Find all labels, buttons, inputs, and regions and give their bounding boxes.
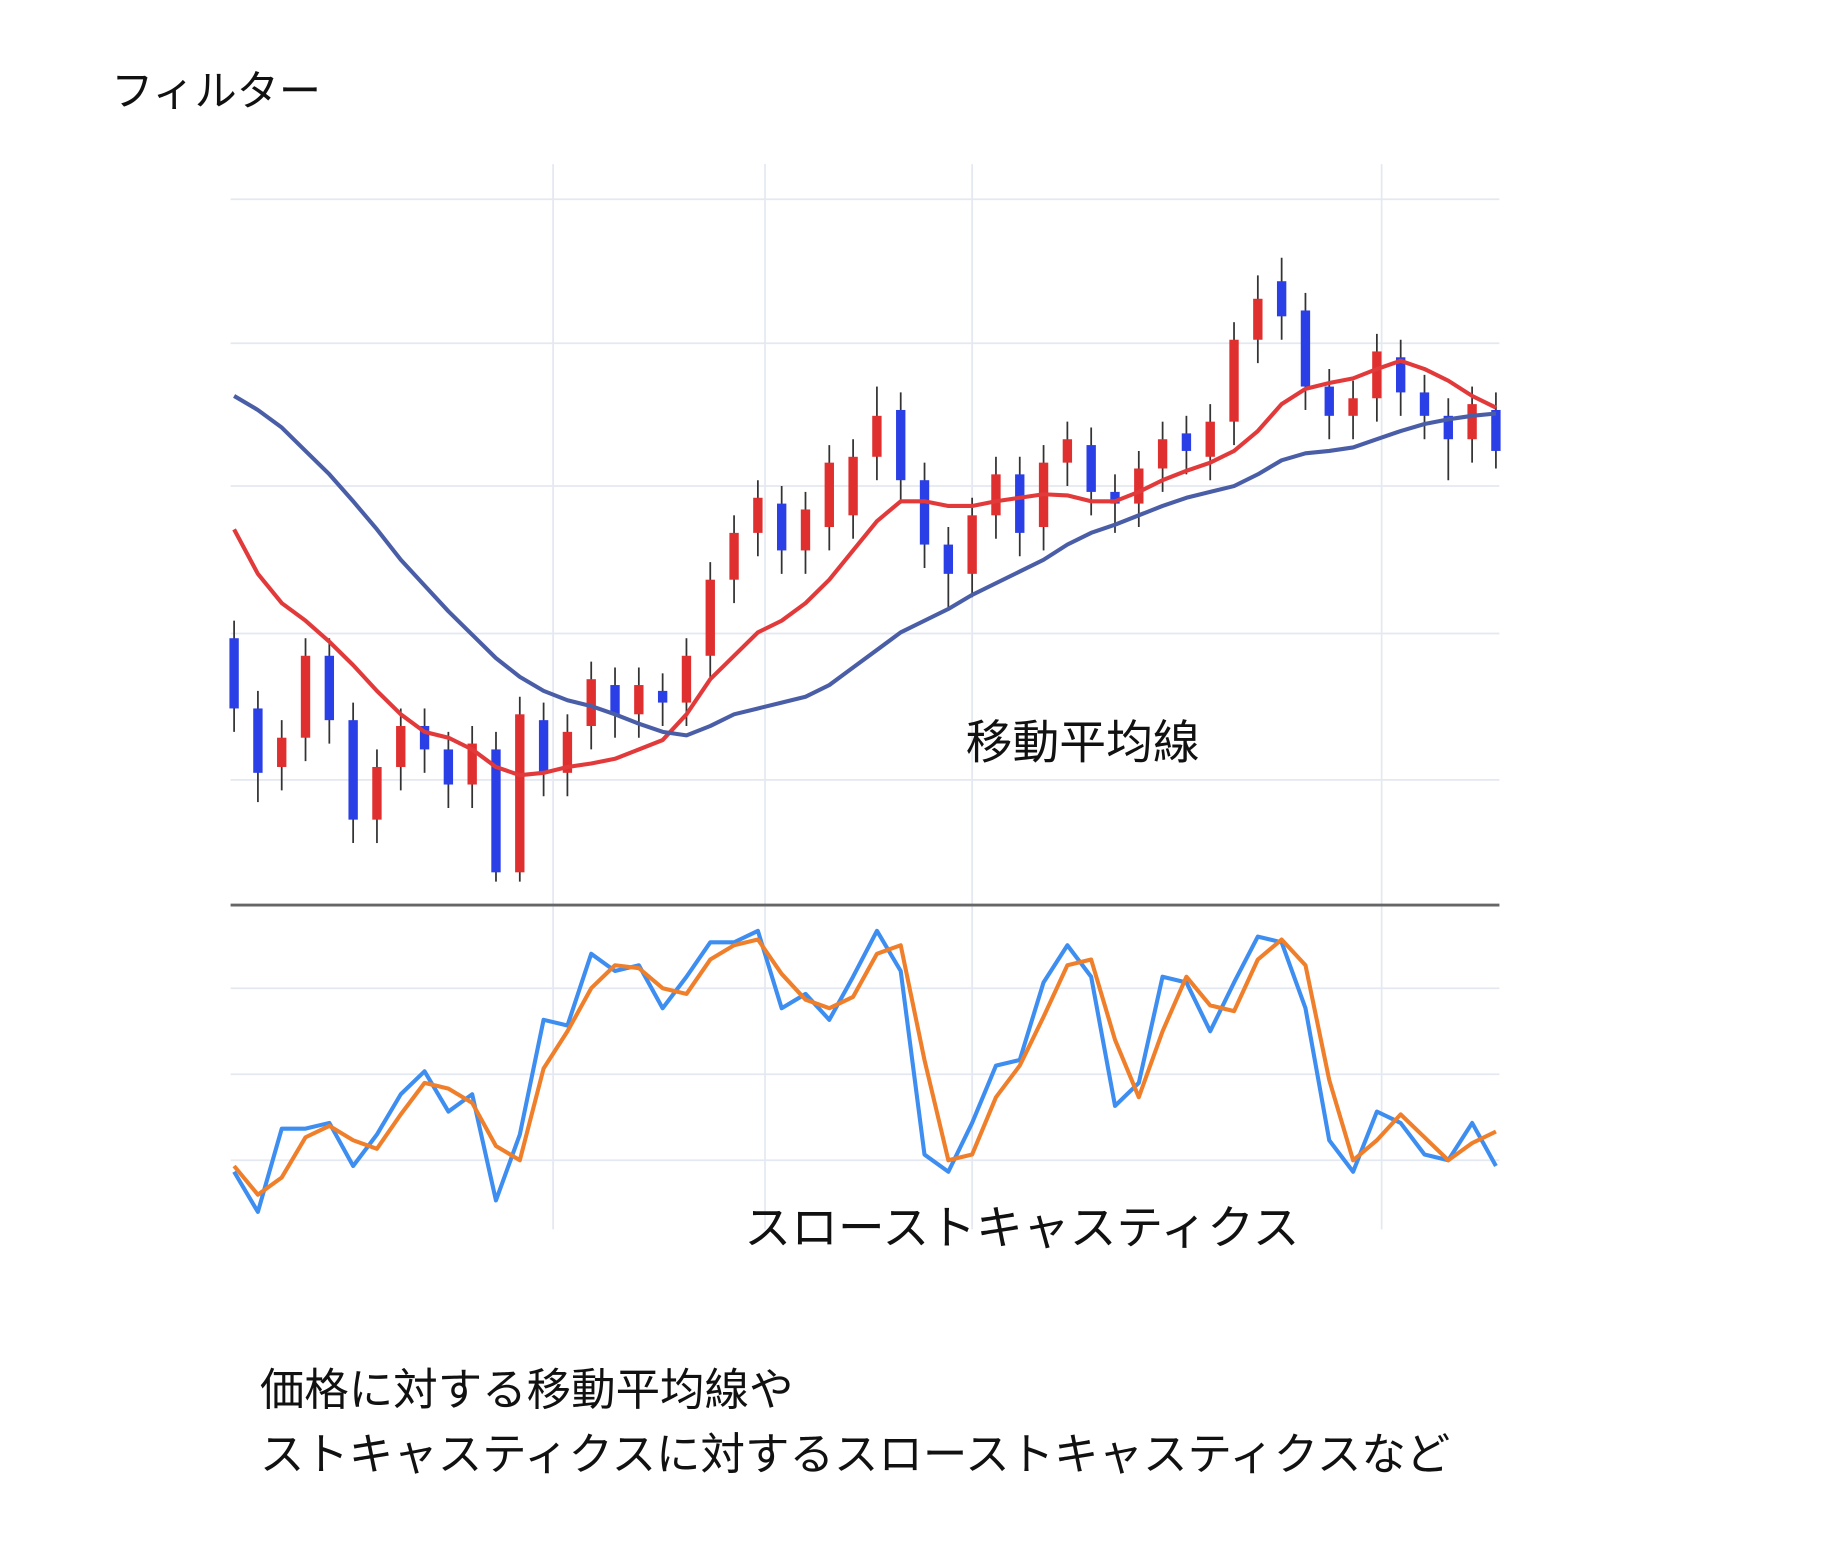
candle-body xyxy=(872,415,882,457)
candle-body xyxy=(1324,386,1334,416)
candle-body xyxy=(1491,409,1501,451)
candle-body xyxy=(1396,357,1406,393)
candle-body xyxy=(1015,474,1025,533)
candle-body xyxy=(943,544,954,574)
candle-body xyxy=(515,714,525,873)
candle-body xyxy=(562,731,573,773)
candle-body xyxy=(991,474,1001,516)
stochastic-line xyxy=(232,928,1498,1214)
caption-line: ストキャスティクスに対するスローストキャスティクスなど xyxy=(260,1430,1450,1481)
candle-body xyxy=(491,749,501,873)
candle-body xyxy=(1419,392,1430,416)
candle-body xyxy=(753,497,763,533)
candle-body xyxy=(848,456,858,516)
candle-body xyxy=(253,708,263,773)
candle-body xyxy=(1443,415,1453,440)
candle-body xyxy=(1467,404,1477,440)
candle-body xyxy=(443,749,454,785)
candle-body xyxy=(610,685,620,715)
candle-body xyxy=(419,726,430,750)
candle-body xyxy=(705,579,715,656)
candle-body xyxy=(1253,298,1263,340)
candle-body xyxy=(1110,491,1120,504)
candle-body xyxy=(586,679,596,727)
candle-body xyxy=(1276,281,1287,317)
candle-body xyxy=(776,503,787,551)
stochastic-line xyxy=(232,937,1497,1197)
candle-body xyxy=(1205,421,1215,457)
ma-label: 移動平均線 xyxy=(966,716,1200,770)
candle-body xyxy=(229,638,239,709)
candle-body xyxy=(538,720,549,773)
candle-body xyxy=(681,655,692,703)
charts xyxy=(229,164,1501,1230)
candle-body xyxy=(824,462,834,528)
candle-body xyxy=(1229,339,1239,422)
moving-average xyxy=(233,394,1497,738)
candle-body xyxy=(348,720,358,820)
caption-line: 価格に対する移動平均線や xyxy=(260,1365,794,1416)
candle-body xyxy=(800,509,811,551)
candle-body xyxy=(729,532,739,580)
candle-body xyxy=(657,690,668,703)
candle-body xyxy=(1300,310,1311,387)
candle-body xyxy=(1348,398,1358,416)
candle-body xyxy=(1062,439,1073,463)
candle-body xyxy=(967,515,977,574)
candle-body xyxy=(372,766,382,820)
candle-body xyxy=(1372,351,1382,399)
slide-title: フィルター xyxy=(111,66,321,115)
candle-body xyxy=(1181,433,1192,451)
stoch-label: スローストキャスティクス xyxy=(744,1202,1299,1256)
candle-body xyxy=(396,726,406,767)
candle-body xyxy=(467,743,477,785)
candle-body xyxy=(1086,445,1096,492)
candle-body xyxy=(324,655,335,721)
candle-body xyxy=(919,480,930,545)
candle-body xyxy=(1157,439,1168,469)
candle-body xyxy=(300,655,311,738)
candle-body xyxy=(1134,468,1144,504)
moving-average xyxy=(232,358,1497,778)
candle-body xyxy=(896,409,906,481)
candle-body xyxy=(634,685,644,715)
candle-body xyxy=(277,737,287,767)
